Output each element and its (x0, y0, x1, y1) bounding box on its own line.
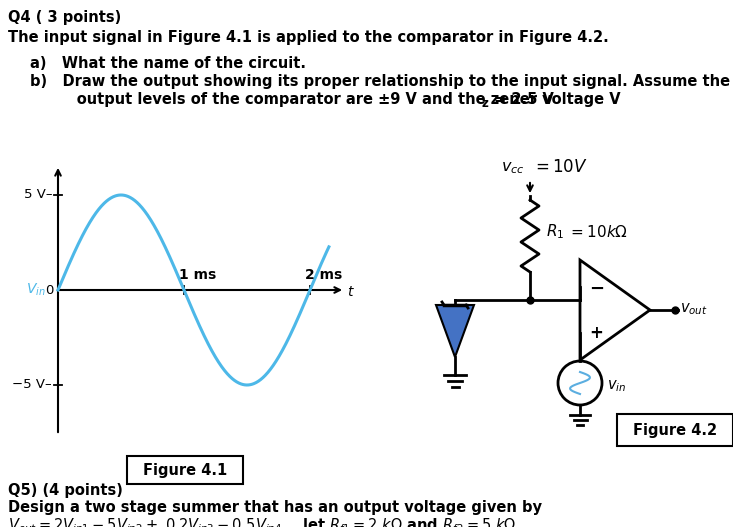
Text: $t$: $t$ (347, 285, 355, 299)
Text: −5 V–: −5 V– (12, 378, 52, 392)
Text: 0: 0 (45, 284, 53, 297)
Text: $= 10k\Omega$: $= 10k\Omega$ (568, 224, 628, 240)
Polygon shape (436, 305, 474, 357)
Text: Figure 4.2: Figure 4.2 (633, 423, 717, 437)
Text: 5 V–: 5 V– (23, 189, 52, 201)
FancyBboxPatch shape (617, 414, 733, 446)
Text: −: − (589, 280, 604, 298)
Text: $R_1$: $R_1$ (546, 222, 564, 241)
Text: +: + (589, 324, 603, 342)
Text: $V_{in}$: $V_{in}$ (26, 282, 45, 298)
Text: The input signal in Figure 4.1 is applied to the comparator in Figure 4.2.: The input signal in Figure 4.1 is applie… (8, 30, 608, 45)
Text: Q5) (4 points): Q5) (4 points) (8, 483, 123, 498)
Text: 2 ms: 2 ms (305, 268, 342, 282)
Text: $= 10V$: $= 10V$ (532, 158, 588, 176)
Text: Q4 ( 3 points): Q4 ( 3 points) (8, 10, 121, 25)
Text: z: z (481, 97, 488, 110)
Text: Design a two stage summer that has an output voltage given by: Design a two stage summer that has an ou… (8, 500, 542, 515)
Text: = 2.5 V: = 2.5 V (489, 92, 554, 107)
Text: b)   Draw the output showing its proper relationship to the input signal. Assume: b) Draw the output showing its proper re… (30, 74, 733, 89)
Text: $v_{in}$: $v_{in}$ (607, 378, 626, 394)
Text: 1 ms: 1 ms (179, 268, 216, 282)
Text: a)   What the name of the circuit.: a) What the name of the circuit. (30, 56, 306, 71)
Text: output levels of the comparator are ±9 V and the zener voltage V: output levels of the comparator are ±9 V… (46, 92, 621, 107)
FancyBboxPatch shape (127, 456, 243, 484)
Text: Figure 4.1: Figure 4.1 (143, 463, 227, 477)
Text: $V_{out} = 2V_{in1} - 5V_{in2} + \ 0.2V_{in3} - 0.5V_{in4}$   ,let $R_{f1}= 2\ k: $V_{out} = 2V_{in1} - 5V_{in2} + \ 0.2V_… (8, 516, 516, 527)
Text: $v_{cc}$: $v_{cc}$ (501, 160, 525, 176)
Text: $v_{out}$: $v_{out}$ (680, 301, 708, 317)
